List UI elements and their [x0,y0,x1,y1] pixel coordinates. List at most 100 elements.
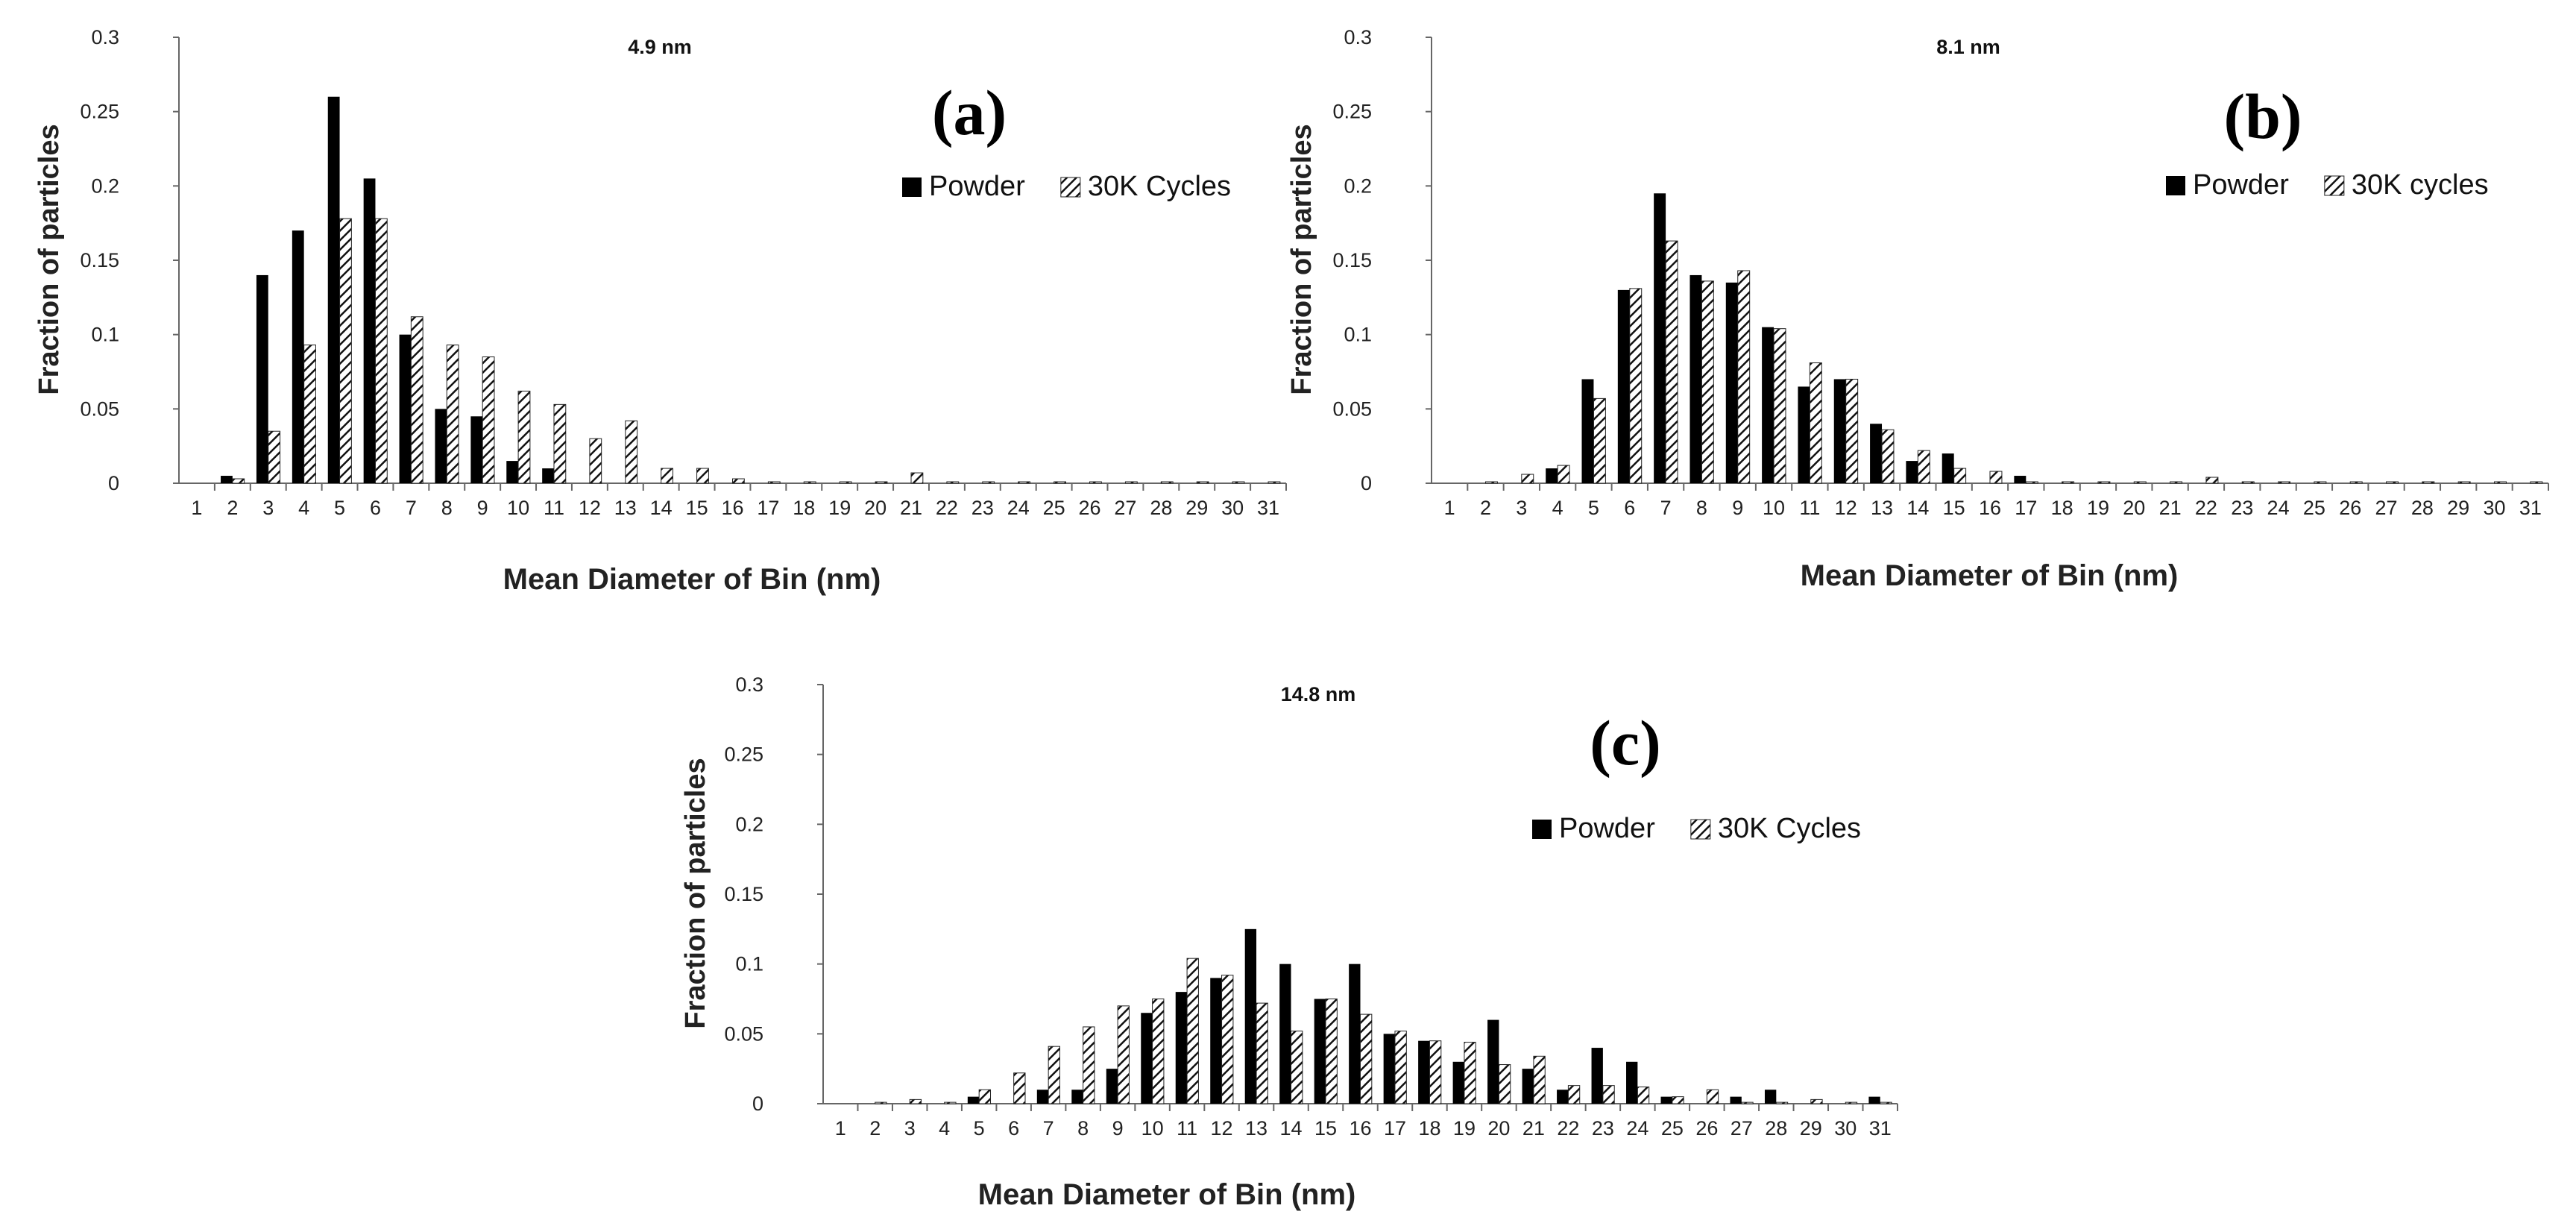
bar-powder-bin-9 [1106,1069,1118,1104]
x-tick-label: 28 [1150,497,1172,519]
x-tick-label: 20 [1487,1117,1510,1139]
bar-30k-cycles-bin-18 [803,481,816,484]
bar-powder-bin-10 [1141,1013,1153,1104]
bar-powder-bin-11 [542,468,554,483]
bar-30k-cycles-bin-8 [1701,280,1714,484]
x-tick-label: 2 [869,1117,881,1139]
bar-30k-cycles-bin-11 [1186,958,1199,1104]
bar-powder-bin-5 [327,96,340,483]
bar-30k-cycles-bin-16 [1360,1013,1373,1104]
x-tick-label: 30 [2483,497,2505,519]
x-tick-label: 11 [1177,1117,1197,1139]
x-tick-label: 12 [1211,1117,1233,1139]
bar-30k-cycles-bin-9 [1117,1005,1130,1104]
bar-powder-bin-23 [1591,1048,1603,1104]
y-tick-label: 0 [1361,472,1372,494]
bar-powder-bin-14 [1906,461,1918,483]
bar-powder-bin-13 [1870,424,1883,483]
x-tick-label: 29 [2447,497,2469,519]
x-tick-label: 26 [2339,497,2361,519]
x-tick-label: 31 [2519,497,2542,519]
bar-30k-cycles-bin-2 [875,1101,887,1104]
chart-panel-c: 00.050.10.150.20.250.31 2 3 4 5 6 7 8 9 10 11 12 13 1… [680,673,1898,1211]
bar-30k-cycles-bin-13 [625,420,638,484]
legend-label-30k-cycles: 30K cycles [2352,169,2489,201]
x-tick-label: 6 [1624,497,1635,519]
bar-30k-cycles-bin-17 [767,481,781,484]
x-tick-label: 17 [1384,1117,1406,1139]
bar-30k-cycles-bin-3 [268,430,281,484]
chart-panel-a: 00.050.10.150.20.250.31 2 3 4 5 6 7 8 9 10 11 12 13 1… [34,26,1287,596]
x-tick-label: 17 [2015,497,2037,519]
x-tick-label: 12 [579,497,601,519]
x-tick-label: 10 [1141,1117,1164,1139]
bar-powder-bin-28 [1764,1090,1777,1104]
x-tick-label: 18 [793,497,815,519]
bar-30k-cycles-bin-25 [1054,481,1066,484]
bar-30k-cycles-bin-13 [1256,1002,1268,1104]
x-tick-label: 27 [1731,1117,1753,1139]
legend-swatch-powder [902,177,922,197]
x-tick-label: 26 [1695,1117,1718,1139]
bar-30k-cycles-bin-23 [982,481,995,484]
legend: Powder 30K Cycles [1532,813,1861,844]
x-tick-label: 13 [614,497,637,519]
bar-powder-bin-8 [1689,274,1702,483]
x-tick-label: 21 [900,497,922,519]
bar-30k-cycles-bin-31 [2530,481,2543,484]
bar-powder-bin-31 [1868,1096,1880,1104]
bar-30k-cycles-bin-27 [1741,1101,1754,1104]
bar-powder-bin-13 [1244,928,1257,1104]
x-tick-label: 11 [1799,497,1820,519]
bar-powder-bin-11 [1175,992,1188,1104]
bar-30k-cycles-bin-10 [1773,328,1786,484]
x-tick-label: 25 [1661,1117,1684,1139]
x-tick-label: 25 [1043,497,1065,519]
legend-label-powder: Powder [929,171,1025,202]
legend-swatch-30k-cycles [1060,177,1081,198]
x-tick-label: 9 [477,497,488,519]
y-tick-label: 0.15 [1332,249,1372,271]
x-tick-label: 23 [2231,497,2253,519]
x-tick-label: 21 [1522,1117,1545,1139]
bar-30k-cycles-bin-15 [1953,468,1967,484]
bar-30k-cycles-bin-11 [1809,362,1822,484]
bar-30k-cycles-bin-2 [1484,481,1498,484]
x-tick-label: 31 [1869,1117,1892,1139]
bar-powder-bin-10 [1762,327,1774,483]
bar-powder-bin-4 [292,230,304,483]
bar-powder-bin-7 [399,334,412,483]
bar-30k-cycles-bin-31 [1267,481,1281,484]
bar-powder-bin-2 [221,476,233,483]
bar-30k-cycles-bin-12 [1221,975,1234,1104]
bar-30k-cycles-bin-7 [1665,240,1678,484]
bar-30k-cycles-bin-18 [1429,1040,1442,1104]
x-tick-label: 9 [1732,497,1743,519]
bar-30k-cycles-bin-27 [2386,481,2399,484]
x-tick-label: 4 [1552,497,1563,519]
y-tick-label: 0.25 [1332,101,1372,123]
x-tick-label: 23 [971,497,994,519]
x-tick-label: 1 [1444,497,1455,519]
bar-powder-bin-24 [1626,1061,1638,1104]
x-tick-label: 22 [1557,1117,1579,1139]
x-tick-label: 14 [1280,1117,1303,1139]
x-tick-label: 10 [507,497,529,519]
bar-30k-cycles-bin-26 [1089,481,1102,484]
bar-30k-cycles-bin-7 [410,316,423,484]
x-tick-label: 3 [904,1117,916,1139]
x-tick-label: 29 [1185,497,1208,519]
bar-30k-cycles-bin-14 [1291,1031,1303,1104]
x-tick-label: 27 [1114,497,1136,519]
bar-powder-bin-22 [1557,1090,1569,1104]
x-tick-label: 11 [544,497,564,519]
legend-label-powder: Powder [1559,813,1655,844]
bar-30k-cycles-bin-12 [1845,378,1859,484]
x-tick-label: 19 [2087,497,2109,519]
bar-30k-cycles-bin-8 [446,345,459,484]
bar-powder-bin-5 [1581,379,1594,483]
legend-swatch-30k-cycles [2324,175,2345,196]
bar-30k-cycles-bin-30 [2494,481,2507,484]
x-tick-label: 14 [1906,497,1929,519]
